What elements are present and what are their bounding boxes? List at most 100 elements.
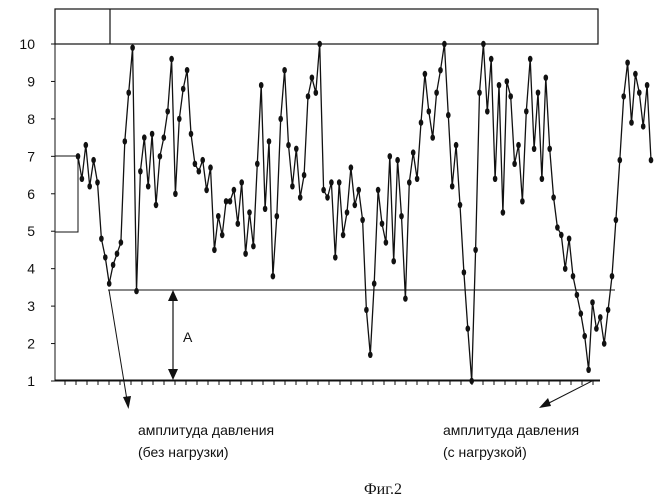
data-point [547,146,552,152]
data-point [489,56,494,62]
data-point [138,168,143,174]
data-point [532,146,537,152]
data-point [610,273,615,279]
data-point [278,116,283,122]
amplitude-label: A [183,329,193,345]
data-point [497,82,502,88]
data-point [197,168,202,174]
data-point [567,236,572,242]
data-point [376,187,381,193]
start-frame [55,156,78,232]
data-point [563,266,568,272]
y-tick-label: 5 [27,223,35,239]
data-point [458,202,463,208]
data-point [505,78,510,84]
y-tick-label: 9 [27,73,35,89]
data-point [388,153,393,159]
data-point [103,254,108,260]
data-point [220,232,225,238]
data-point [372,280,377,286]
data-point [575,292,580,298]
data-point [275,213,280,219]
data-point [251,243,256,249]
no-load-label-line1: амплитуда давления [138,422,274,438]
data-point [629,119,634,125]
y-tick-label: 3 [27,298,35,314]
data-point [314,90,319,96]
data-point [501,209,506,215]
data-point [586,367,591,373]
data-point [189,131,194,137]
data-point [349,164,354,170]
data-point [485,108,490,114]
data-point [317,41,322,47]
data-point [368,352,373,358]
data-point [423,71,428,77]
data-point [208,164,213,170]
data-point [91,157,96,163]
data-point [598,314,603,320]
data-point [462,269,467,275]
data-point [107,280,112,286]
data-point [216,213,221,219]
data-point [594,325,599,331]
data-point [115,251,120,257]
load-pointer-arrow [539,380,594,408]
data-point [380,221,385,227]
data-point [142,134,147,140]
data-point [466,325,471,331]
data-point [193,161,198,167]
data-point [614,217,619,223]
data-point [590,299,595,305]
x-ticks [65,381,593,385]
data-point [111,262,116,268]
data-point [165,108,170,114]
data-point [540,176,545,182]
data-point [123,138,128,144]
data-point [87,183,92,189]
data-point [430,134,435,140]
data-point [212,247,217,253]
data-point [271,273,276,279]
load-label-line1: амплитуда давления [443,422,579,438]
data-point [602,340,607,346]
data-point [177,116,182,122]
data-point [310,75,315,81]
data-point [473,247,478,253]
data-point [520,198,525,204]
data-point [154,202,159,208]
data-point [247,209,252,215]
data-point [162,134,167,140]
data-point [329,179,334,185]
data-point [508,93,513,99]
data-point [99,236,104,242]
data-point [454,142,459,148]
data-point [134,288,139,294]
amplitude-arrow [168,290,178,380]
data-point [76,153,81,159]
data-point [232,187,237,193]
load-label-line2: (с нагрузкой) [443,444,527,460]
y-ticks: 12345678910 [19,36,55,389]
data-point [407,179,412,185]
data-point [325,194,330,200]
y-tick-label: 4 [27,261,35,277]
no-load-label-line2: (без нагрузки) [138,444,229,460]
data-point [169,56,174,62]
data-point [150,131,155,137]
data-point [239,179,244,185]
data-point [645,82,650,88]
y-tick-label: 1 [27,373,35,389]
data-point [298,194,303,200]
data-point [356,187,361,193]
data-point [427,108,432,114]
data-point [95,179,100,185]
data-point [243,251,248,257]
data-point [649,157,654,163]
data-point [181,86,186,92]
data-point [618,157,623,163]
data-point [438,67,443,73]
data-point [637,90,642,96]
data-point [259,82,264,88]
data-point [559,232,564,238]
